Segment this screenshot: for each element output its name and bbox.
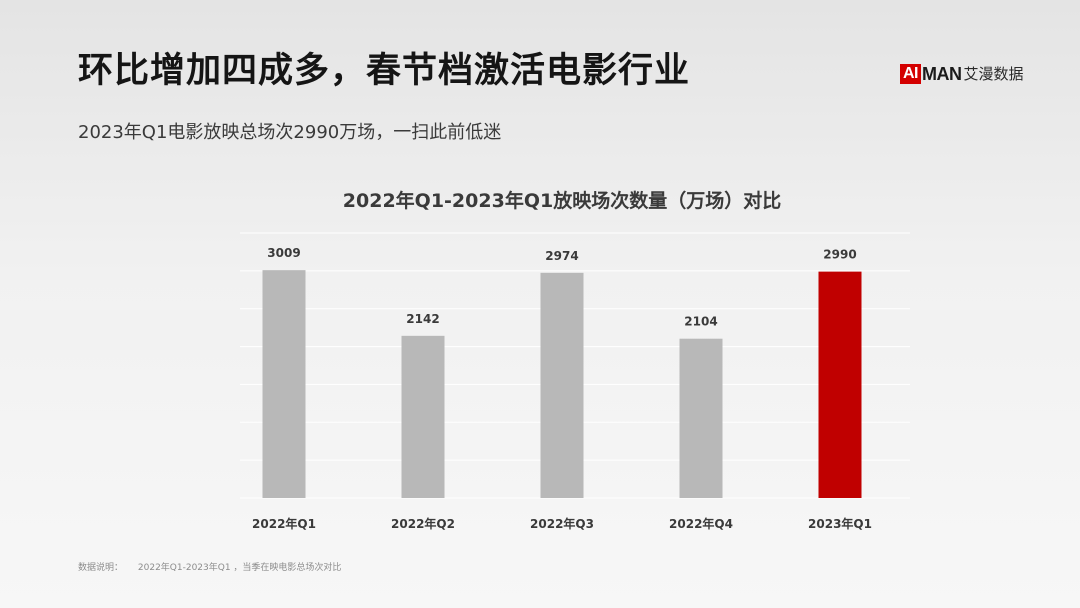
bar-2 bbox=[401, 335, 445, 498]
data-label: 2990 bbox=[823, 248, 856, 262]
data-label: 2142 bbox=[406, 312, 439, 326]
bar-5 bbox=[818, 271, 862, 498]
data-label: 2974 bbox=[545, 249, 578, 263]
data-label: 3009 bbox=[267, 246, 300, 260]
x-tick-label: 2022年Q1 bbox=[252, 516, 316, 531]
footnote: 数据说明： 2022年Q1-2023年Q1 ，当季在映电影总场次对比 bbox=[78, 560, 353, 573]
logo-man-text: MAN bbox=[922, 64, 962, 84]
x-tick-label: 2023年Q1 bbox=[808, 516, 872, 531]
bar-4 bbox=[679, 338, 723, 498]
x-tick-label: 2022年Q3 bbox=[530, 516, 594, 531]
page-subtitle: 2023年Q1电影放映总场次2990万场，一扫此前低迷 bbox=[78, 122, 502, 143]
footnote-text: 2022年Q1-2023年Q1 ，当季在映电影总场次对比 bbox=[137, 563, 342, 573]
logo-ai-mark: AI bbox=[900, 64, 921, 84]
x-tick-label: 2022年Q4 bbox=[669, 516, 733, 531]
data-label: 2104 bbox=[684, 315, 717, 329]
page-headline: 环比增加四成多，春节档激活电影行业 bbox=[78, 51, 691, 91]
chart-title: 2022年Q1-2023年Q1放映场次数量（万场）对比 bbox=[342, 190, 782, 212]
logo-chinese-name: 艾漫数据 bbox=[963, 65, 1024, 83]
bar-3 bbox=[540, 272, 584, 498]
footnote-label: 数据说明： bbox=[78, 563, 124, 573]
brand-logo: AI MAN 艾漫数据 bbox=[900, 62, 1024, 86]
x-tick-label: 2022年Q2 bbox=[391, 516, 455, 531]
bar-1 bbox=[262, 270, 306, 498]
